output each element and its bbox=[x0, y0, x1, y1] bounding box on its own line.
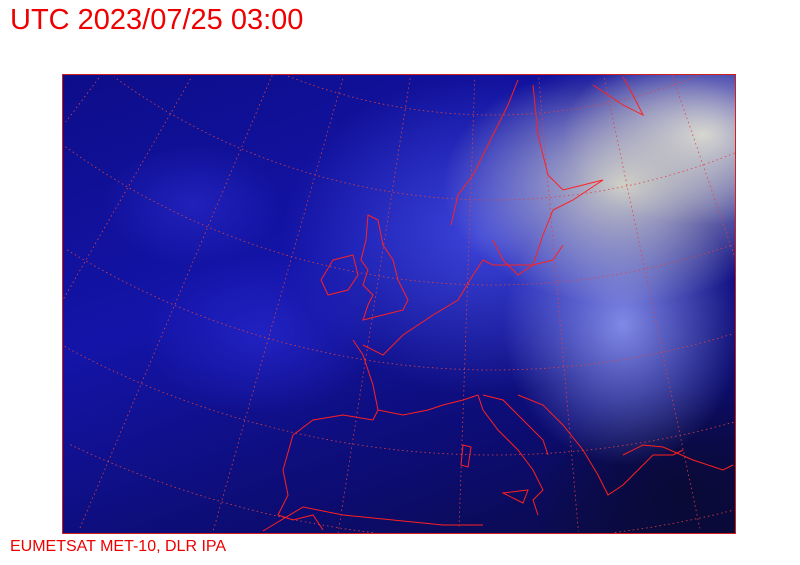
timestamp-title: UTC 2023/07/25 03:00 bbox=[10, 4, 304, 36]
parallel-line bbox=[113, 76, 735, 201]
map-overlay bbox=[63, 75, 735, 533]
coast-turkey bbox=[622, 444, 734, 471]
meridian-line bbox=[212, 78, 344, 531]
coastlines bbox=[262, 76, 734, 532]
meridian-line bbox=[603, 78, 701, 529]
meridian-line bbox=[538, 77, 579, 532]
coast-africa bbox=[262, 506, 483, 532]
data-credit: EUMETSAT MET-10, DLR IPA bbox=[10, 538, 227, 555]
meridian-line bbox=[63, 78, 191, 301]
coast-iberia bbox=[277, 339, 379, 531]
coast-ireland bbox=[320, 254, 359, 296]
coast-europe-west bbox=[362, 244, 564, 356]
parallel-line bbox=[63, 345, 734, 456]
coast-balkans bbox=[517, 394, 684, 496]
meridian-line bbox=[65, 77, 100, 123]
meridian-line bbox=[337, 78, 411, 533]
coast-finland bbox=[592, 76, 645, 117]
parallel-line bbox=[287, 75, 699, 116]
meridian-line bbox=[671, 75, 735, 255]
parallel-line bbox=[68, 443, 732, 533]
parallel-line bbox=[66, 249, 732, 371]
coast-scandinavia bbox=[450, 79, 604, 276]
coast-great-britain bbox=[360, 214, 409, 321]
parallel-line bbox=[63, 145, 731, 286]
coast-france-italy bbox=[377, 394, 549, 516]
graticule bbox=[63, 75, 735, 533]
coast-sicily bbox=[501, 489, 529, 504]
coast-sardinia bbox=[460, 444, 472, 468]
meridian-line bbox=[78, 75, 273, 531]
satellite-map bbox=[62, 74, 736, 534]
